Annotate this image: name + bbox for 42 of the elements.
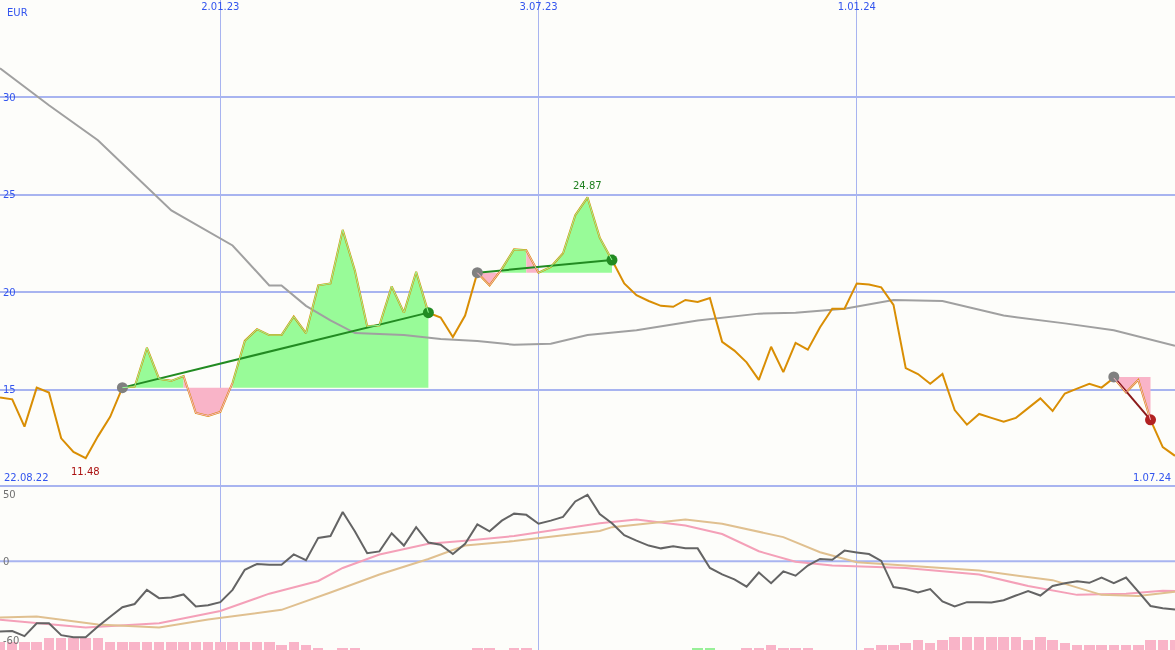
bar [105,642,115,650]
bar [1121,645,1131,650]
bar [203,642,213,650]
y-tick-label: 15 [3,384,16,396]
annotation: 1.07.24 [1133,472,1172,483]
bar [142,642,152,650]
y-tick-label: 0 [3,555,10,567]
bar [1109,645,1119,650]
x-tick-label: 1.01.24 [837,1,876,12]
point [1145,414,1157,426]
bar [925,643,935,650]
bar [301,645,311,650]
annotation: 11.48 [71,466,100,477]
bar [766,645,776,650]
y-tick-label: 50 [3,489,16,501]
x-tick-label: 2.01.23 [201,1,240,12]
bar [974,637,984,650]
line-series [0,196,1175,460]
bar [1060,643,1070,650]
bar [913,640,923,650]
y-tick-label: -60 [3,635,20,647]
bar [1072,645,1082,650]
y-tick-label: 25 [3,189,16,201]
annotation: 24.87 [573,180,602,191]
bar [1011,637,1021,650]
bar [252,642,262,650]
annotation: 22.08.22 [4,472,49,483]
bar [289,642,299,650]
x-tick-label: 3.07.23 [519,1,558,12]
y-tick-label: 20 [3,286,16,298]
bar [56,638,66,650]
bar [154,642,164,650]
line-series [0,67,1175,347]
bar [44,638,54,650]
bar [962,637,972,650]
bar [1023,640,1033,650]
line-series [0,518,1175,629]
bar [191,642,201,650]
y-tick-label: 30 [3,91,16,103]
bar [240,642,250,650]
bar [93,638,103,650]
y-axis-title: EUR [7,7,28,18]
